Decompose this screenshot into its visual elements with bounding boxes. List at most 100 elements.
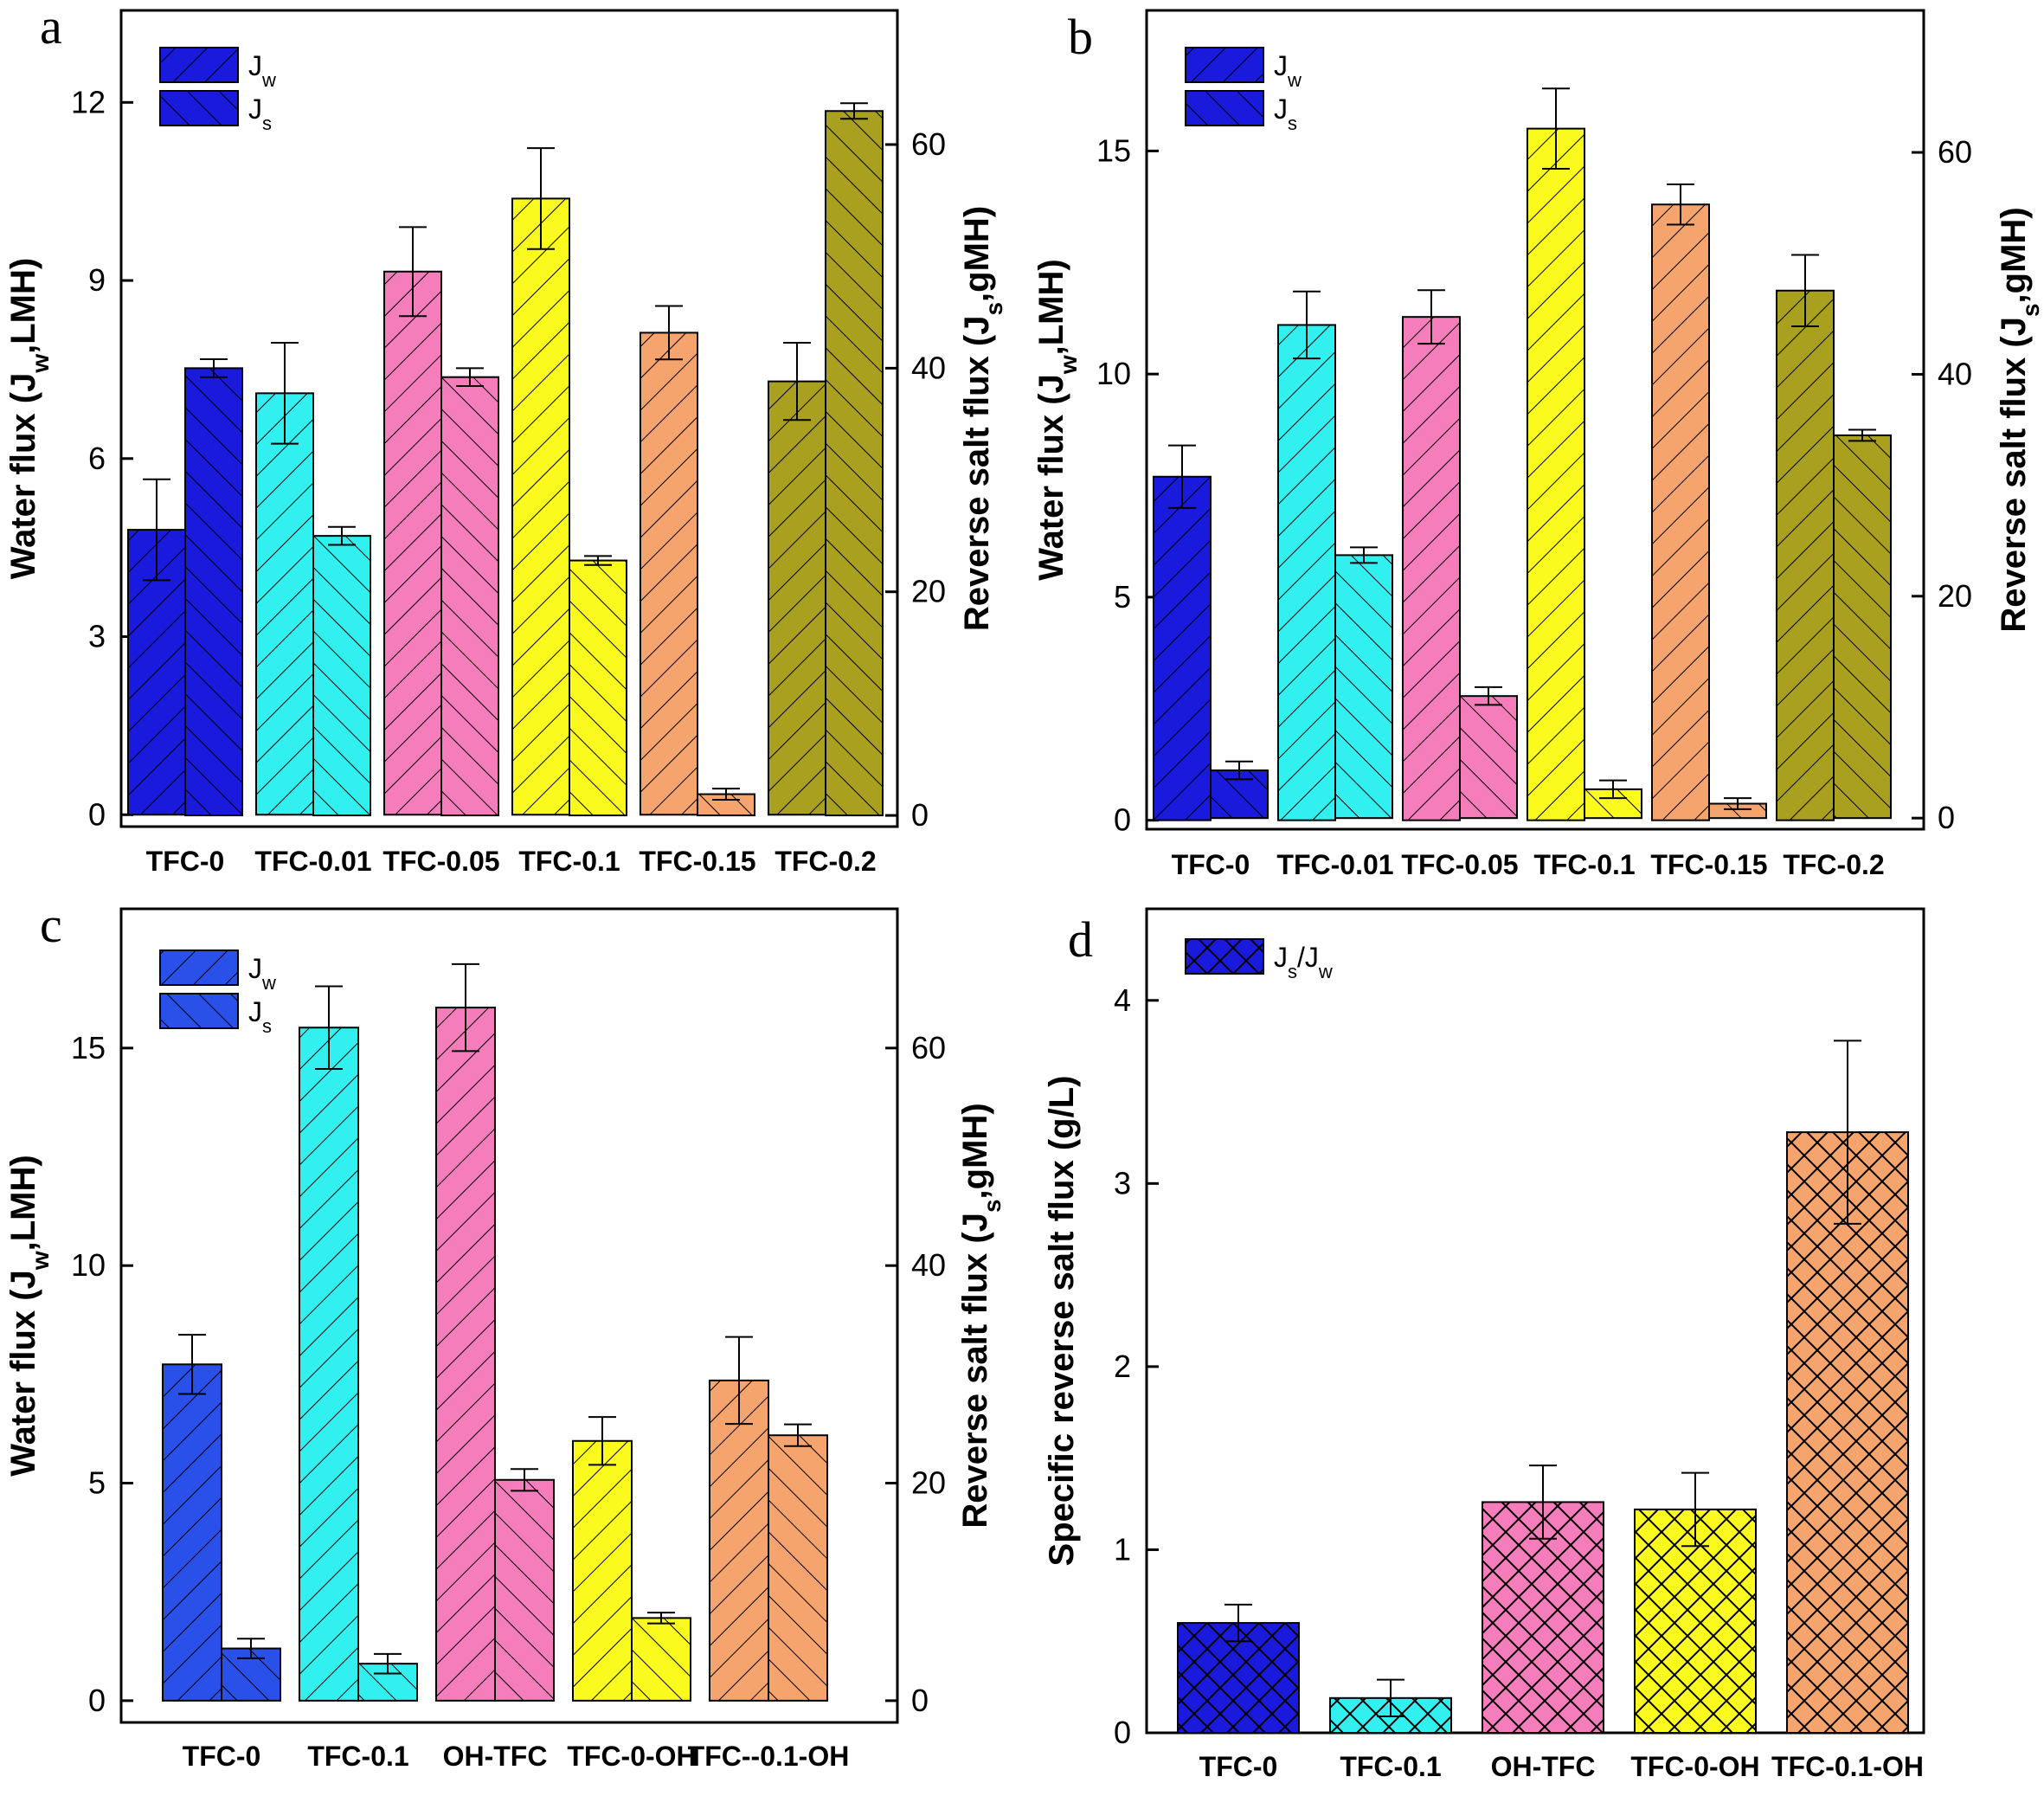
- left-tick-label: 6: [88, 441, 106, 476]
- left-tick-label: 4: [1114, 982, 1131, 1018]
- panel-letter-d: d: [1068, 911, 1093, 968]
- bar-hatch: [299, 1027, 358, 1701]
- bar-hatch: [768, 1435, 827, 1701]
- right-tick-label: 40: [911, 350, 946, 385]
- left-tick-label: 5: [1114, 579, 1131, 615]
- category-label: OH-TFC: [1491, 1751, 1596, 1782]
- category-label: TFC-0.1: [307, 1741, 408, 1772]
- bar-hatch: [768, 381, 826, 815]
- legend-swatch-hatch: [160, 994, 238, 1028]
- left-tick-label: 15: [71, 1030, 106, 1065]
- category-label: TFC-0.01: [1276, 849, 1393, 880]
- category-label: TFC-0.1-OH: [1771, 1751, 1924, 1782]
- category-label: TFC-0.01: [254, 846, 371, 877]
- right-axis-title: Reverse salt flux (Js,gMH): [1995, 207, 2044, 632]
- right-tick-label: 60: [911, 1030, 946, 1065]
- bar-hatch: [1335, 555, 1392, 819]
- left-tick-label: 15: [1096, 132, 1131, 168]
- panel-a-chart: 0 3 6 9 12 0 20 40 60 TFC-0 TFC-0.01 TFC-0.05 TFC-0.…: [4, 9, 1007, 877]
- category-label: OH-TFC: [443, 1741, 548, 1772]
- plot-frame: [1145, 9, 1925, 831]
- legend-label: Js/Jw: [1274, 942, 1333, 982]
- right-tick-label: 20: [911, 1465, 946, 1501]
- legend-swatch-hatch: [160, 950, 238, 985]
- bar-hatch: [569, 560, 627, 816]
- bar-hatch: [163, 1364, 222, 1701]
- bar-hatch: [1482, 1502, 1604, 1733]
- category-label: TFC-0.1: [1533, 849, 1635, 880]
- left-tick-label: 2: [1114, 1349, 1131, 1384]
- category-label: TFC-0.1: [518, 846, 620, 877]
- bar-hatch: [1403, 317, 1460, 821]
- bar-hatch: [313, 536, 370, 816]
- left-tick-label: 10: [71, 1247, 106, 1283]
- category-label: TFC-0.15: [639, 846, 755, 877]
- category-label: TFC--0.1-OH: [688, 1741, 850, 1772]
- left-axis-title: Water flux (Jw,LMH): [1032, 259, 1082, 580]
- left-tick-label: 12: [71, 84, 106, 119]
- legend-swatch-hatch: [1186, 48, 1263, 82]
- bar-hatch: [710, 1380, 768, 1701]
- panel-d-chart: 0 1 2 3 4 TFC-0 TFC-0.1 OH-TFC TFC-0-OH TFC-0.1-O…: [1043, 907, 1925, 1782]
- bar-hatch: [441, 377, 498, 816]
- left-tick-label: 0: [1114, 1715, 1131, 1750]
- right-axis-title: Reverse salt flux (Js,gMH): [956, 1103, 1006, 1528]
- plot-frame: [119, 907, 899, 1724]
- bar-hatch: [640, 332, 697, 815]
- left-tick-label: 5: [88, 1465, 106, 1501]
- bar-hatch: [1709, 803, 1766, 819]
- left-axis-title: Specific reverse salt flux (g/L): [1043, 1076, 1081, 1567]
- category-label: TFC-0: [1172, 849, 1250, 880]
- panel-letter-c: c: [40, 897, 62, 953]
- right-tick-label: 0: [911, 797, 929, 833]
- right-tick-label: 40: [1938, 356, 1972, 391]
- left-axis-title: Water flux (Jw,LMH): [4, 1155, 54, 1476]
- bar-hatch: [185, 368, 242, 816]
- legend-label: Js: [1274, 93, 1297, 134]
- bar-hatch: [495, 1479, 554, 1701]
- left-tick-label: 9: [88, 262, 106, 298]
- right-tick-label: 40: [911, 1247, 946, 1283]
- panel-letter-a: a: [40, 0, 62, 55]
- bar-hatch: [632, 1618, 691, 1701]
- bar-hatch: [1460, 696, 1517, 819]
- category-label: TFC-0: [146, 846, 225, 877]
- plot-frame: [119, 9, 899, 828]
- category-label: TFC-0-OH: [567, 1741, 696, 1772]
- left-tick-label: 0: [88, 1683, 106, 1718]
- panel-b-chart: 0 5 10 15 0 20 40 60 TFC-0 TFC-0.01 TFC-0.05 TFC-0.…: [1032, 9, 2044, 880]
- bar-hatch: [512, 198, 569, 815]
- panel-letter-b: b: [1068, 9, 1093, 65]
- right-tick-label: 60: [911, 126, 946, 162]
- left-tick-label: 0: [1114, 802, 1131, 838]
- right-tick-label: 0: [911, 1683, 929, 1718]
- right-tick-label: 60: [1938, 134, 1972, 170]
- left-tick-label: 10: [1096, 356, 1131, 391]
- category-label: TFC-0.05: [382, 846, 499, 877]
- category-label: TFC-0: [1199, 1751, 1278, 1782]
- category-label: TFC-0-OH: [1630, 1751, 1759, 1782]
- category-label: TFC-0: [183, 1741, 261, 1772]
- right-tick-label: 20: [911, 574, 946, 609]
- right-axis-title: Reverse salt flux (Js,gMH): [958, 206, 1007, 631]
- left-tick-label: 1: [1114, 1531, 1131, 1567]
- category-label: TFC-0.1: [1340, 1751, 1441, 1782]
- legend-swatch-hatch: [1186, 939, 1263, 974]
- bar-hatch: [1834, 435, 1891, 819]
- bar-hatch: [1527, 128, 1584, 821]
- left-tick-label: 3: [1114, 1165, 1131, 1201]
- right-tick-label: 20: [1938, 578, 1972, 614]
- bar-hatch: [1154, 476, 1211, 821]
- category-label: TFC-0.15: [1650, 849, 1767, 880]
- left-tick-label: 0: [88, 796, 106, 832]
- legend-label: Jw: [248, 953, 276, 994]
- legend-swatch-hatch: [160, 91, 238, 126]
- right-tick-label: 0: [1938, 800, 1955, 835]
- bar-hatch: [826, 111, 883, 816]
- legend-label: Js: [248, 996, 272, 1037]
- legend-swatch-hatch: [1186, 91, 1263, 126]
- bar-hatch: [256, 393, 313, 815]
- bar-hatch: [1652, 204, 1709, 821]
- legend-swatch-hatch: [160, 48, 238, 82]
